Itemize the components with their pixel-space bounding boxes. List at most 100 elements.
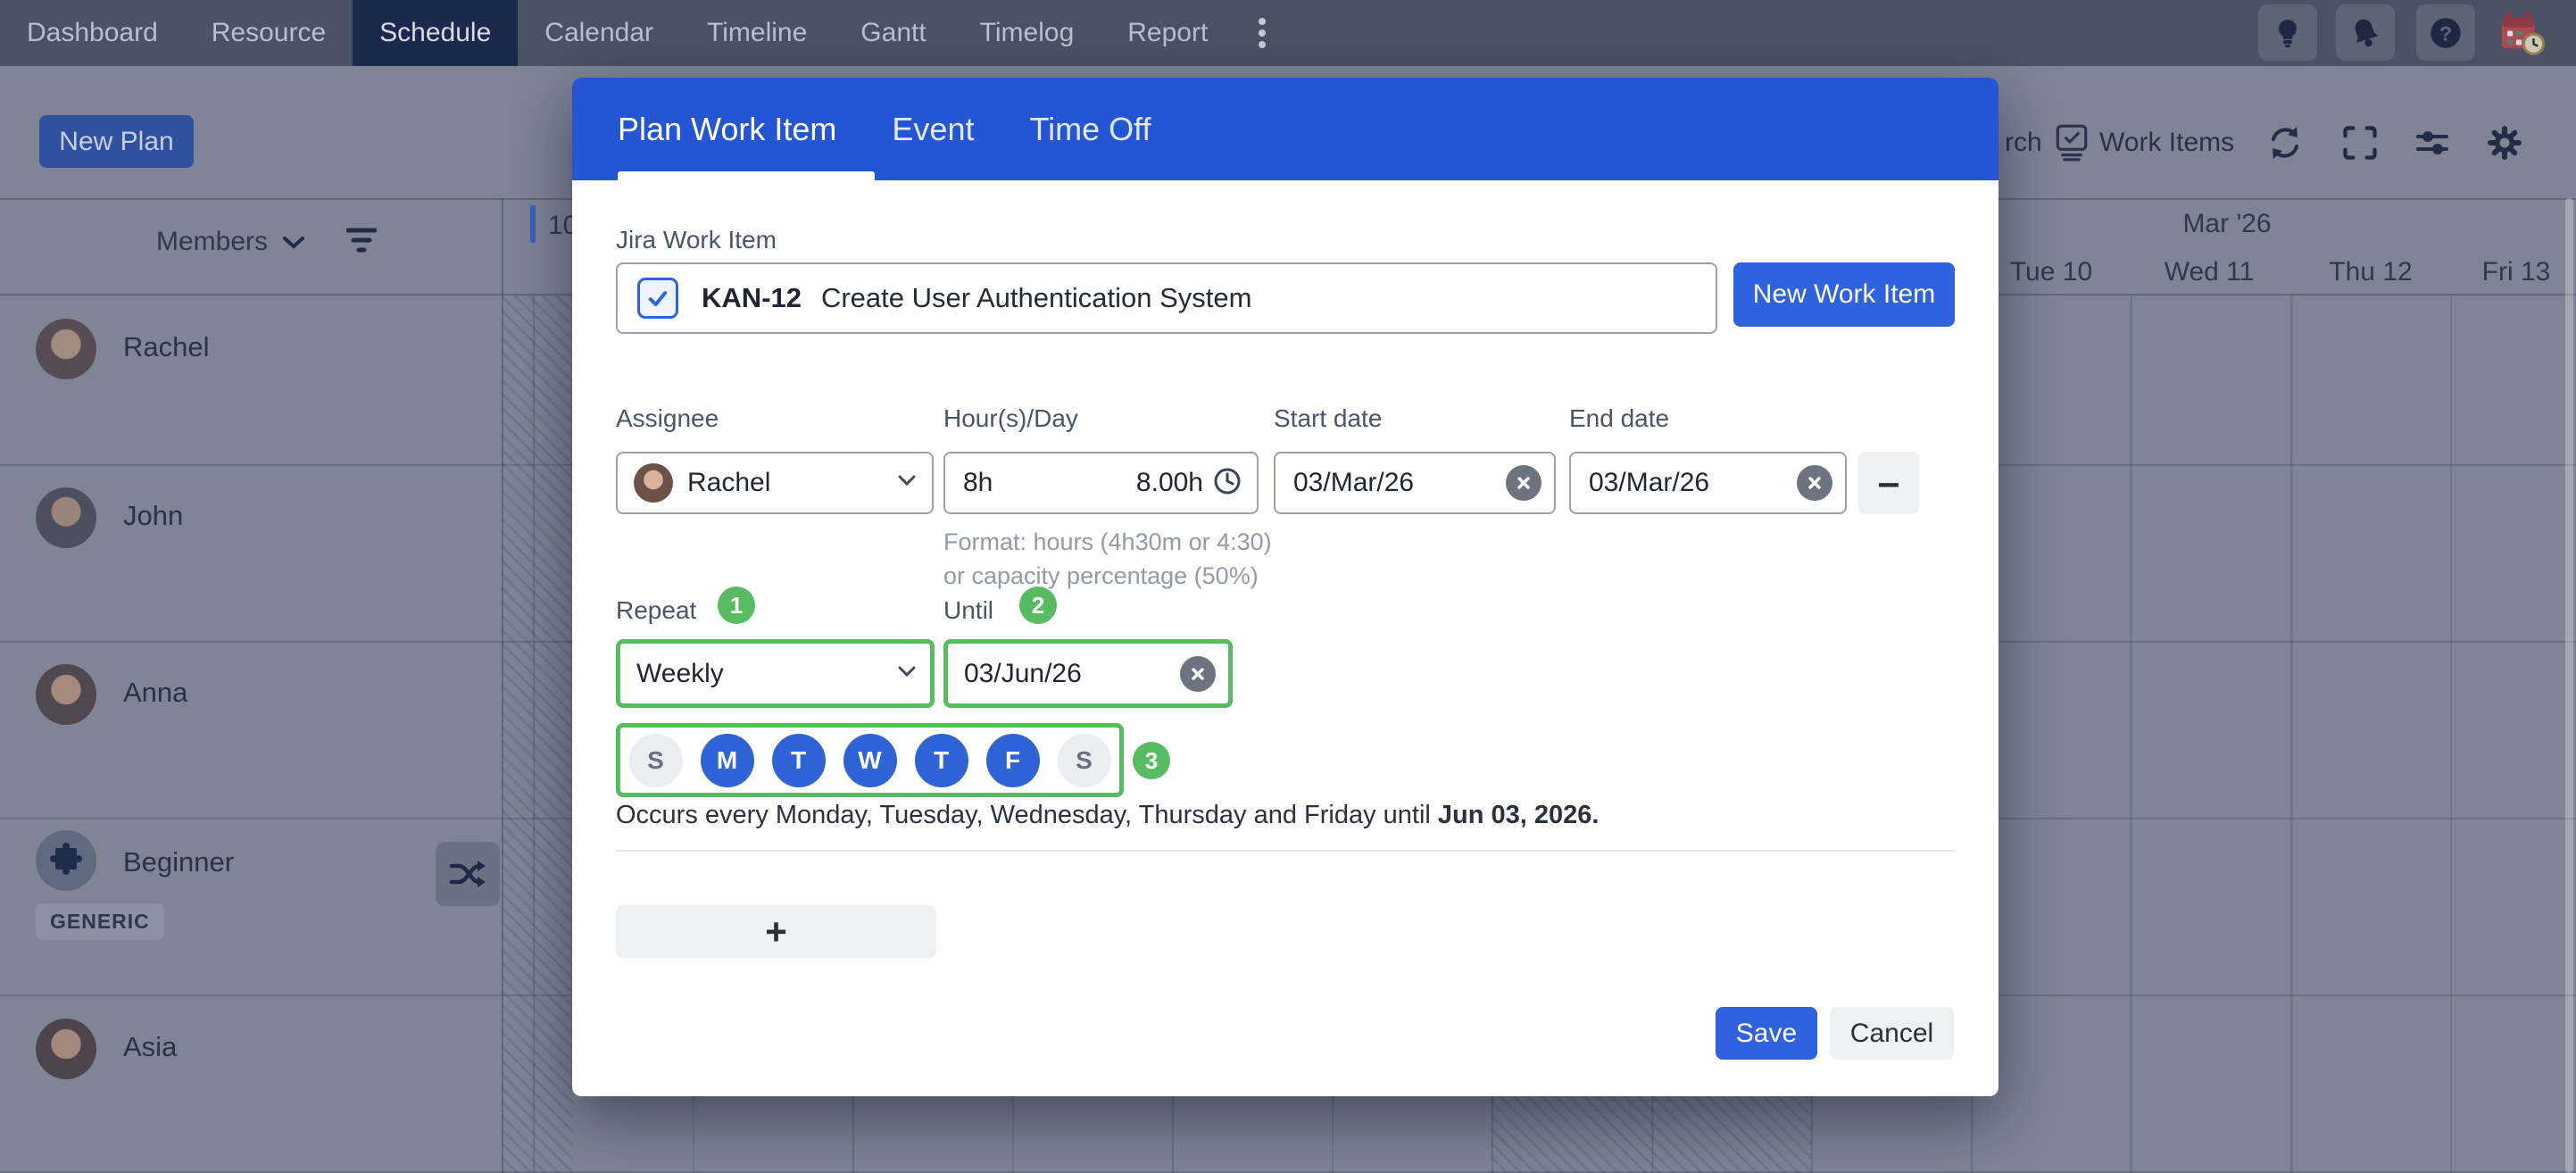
repeat-select[interactable]: Weekly	[616, 639, 935, 708]
tab-event[interactable]: Event	[892, 110, 975, 147]
weekday-wednesday[interactable]: W	[843, 733, 897, 787]
jira-work-item-field[interactable]: KAN-12 Create User Authentication System	[616, 262, 1717, 334]
member-name[interactable]: Rachel	[123, 331, 210, 362]
weekday-tuesday[interactable]: T	[771, 733, 826, 787]
avatar[interactable]	[36, 664, 96, 725]
generic-badge: GENERIC	[36, 903, 164, 940]
repeat-value: Weekly	[636, 658, 724, 688]
lightbulb-icon[interactable]	[2258, 4, 2317, 61]
chevron-down-icon	[898, 475, 916, 491]
member-name[interactable]: Anna	[123, 677, 188, 708]
end-date-value: 03/Mar/26	[1589, 468, 1710, 497]
search-label-partial[interactable]: rch	[2005, 128, 2042, 157]
new-work-item-button[interactable]: New Work Item	[1733, 262, 1955, 327]
nav-tab-dashboard[interactable]: Dashboard	[27, 18, 158, 47]
app-logo-calendar-clock-icon[interactable]	[2492, 4, 2551, 61]
timeline-month-header: Mar '26	[2182, 209, 2272, 238]
repeat-label: Repeat	[616, 596, 697, 624]
hours-normalized-value: 8.00h	[1135, 468, 1203, 497]
weekday-thursday[interactable]: T	[914, 733, 968, 787]
jira-work-item-label: Jira Work Item	[616, 226, 777, 254]
nav-tab-timelog[interactable]: Timelog	[979, 18, 1075, 47]
until-date-field[interactable]: 03/Jun/26	[943, 639, 1233, 708]
active-tab-underline	[618, 171, 875, 180]
end-date-label: End date	[1569, 404, 1670, 432]
dialog-tab-bar: Plan Work Item Event Time Off	[572, 78, 1998, 180]
fullscreen-icon[interactable]	[2340, 123, 2380, 162]
cancel-button[interactable]: Cancel	[1830, 1007, 1954, 1060]
shuffle-icon[interactable]	[436, 842, 500, 906]
clock-icon	[1212, 466, 1242, 501]
nav-tab-schedule[interactable]: Schedule	[353, 0, 519, 66]
step-badge-1: 1	[718, 586, 755, 624]
checkbox-checked-icon[interactable]	[637, 278, 678, 319]
display-options-icon[interactable]	[2413, 123, 2452, 162]
member-name[interactable]: Beginner	[123, 846, 235, 878]
save-button[interactable]: Save	[1716, 1007, 1817, 1060]
add-row-button[interactable]: +	[616, 905, 936, 958]
start-date-label: Start date	[1274, 404, 1383, 432]
assignee-value: Rachel	[687, 468, 771, 497]
timeline-day-header: Wed 11	[2164, 257, 2255, 287]
nav-tab-timeline[interactable]: Timeline	[707, 18, 808, 47]
section-divider	[616, 850, 1955, 852]
until-date-value: 03/Jun/26	[964, 658, 1082, 688]
sync-icon[interactable]	[2265, 123, 2305, 162]
chevron-down-icon[interactable]	[282, 236, 305, 254]
assignee-label: Assignee	[616, 404, 719, 432]
clear-start-date-icon[interactable]	[1506, 465, 1541, 501]
assignee-select[interactable]: Rachel	[616, 452, 934, 514]
today-marker	[530, 205, 536, 243]
avatar[interactable]	[36, 319, 96, 379]
recurrence-summary-text: Occurs every Monday, Tuesday, Wednesday,…	[616, 801, 1438, 829]
recurrence-summary: Occurs every Monday, Tuesday, Wednesday,…	[616, 801, 1599, 830]
hours-format-hint-line2: or capacity percentage (50%)	[943, 562, 1259, 589]
members-header-label[interactable]: Members	[156, 227, 269, 256]
timeline-day-header: Fri 13	[2481, 257, 2551, 287]
until-label: Until	[943, 596, 994, 624]
hours-per-day-field[interactable]: 8h 8.00h	[943, 452, 1259, 514]
top-nav-bar: Dashboard Resource Schedule Calendar Tim…	[0, 0, 2576, 66]
tab-plan-work-item[interactable]: Plan Work Item	[618, 110, 837, 147]
hours-value: 8h	[963, 468, 993, 497]
tab-time-off[interactable]: Time Off	[1029, 110, 1151, 147]
plan-work-item-dialog: Plan Work Item Event Time Off Jira Work …	[572, 78, 1998, 1096]
hours-per-day-label: Hour(s)/Day	[943, 404, 1078, 432]
work-items-icon[interactable]	[2053, 123, 2090, 167]
nav-tab-report[interactable]: Report	[1127, 18, 1209, 47]
nav-tab-resource[interactable]: Resource	[211, 18, 327, 47]
avatar[interactable]	[36, 1019, 96, 1079]
avatar[interactable]	[36, 487, 96, 548]
clear-until-date-icon[interactable]	[1180, 655, 1216, 692]
issue-key: KAN-12	[702, 282, 802, 313]
clear-end-date-icon[interactable]	[1797, 465, 1832, 501]
weekday-friday[interactable]: F	[985, 733, 1040, 787]
timeline-day-header: Thu 12	[2329, 257, 2413, 287]
nav-tab-calendar[interactable]: Calendar	[544, 18, 654, 47]
timeline-day-header: Tue 10	[2009, 257, 2093, 287]
new-plan-button[interactable]: New Plan	[39, 115, 194, 168]
step-badge-3: 3	[1133, 742, 1170, 779]
kebab-menu-icon[interactable]	[1234, 0, 1290, 66]
step-badge-2: 2	[1019, 586, 1057, 624]
settings-gear-icon[interactable]	[2485, 123, 2524, 162]
assignee-avatar	[634, 463, 673, 503]
help-icon[interactable]: ?	[2416, 4, 2475, 61]
filter-icon[interactable]	[345, 225, 378, 262]
generic-resource-avatar[interactable]	[36, 830, 96, 891]
start-date-field[interactable]: 03/Mar/26	[1274, 452, 1556, 514]
weekday-sunday[interactable]: S	[628, 733, 683, 787]
svg-text:?: ?	[2439, 21, 2452, 45]
member-name[interactable]: Asia	[123, 1031, 178, 1062]
nav-tab-gantt[interactable]: Gantt	[860, 18, 927, 47]
remove-row-button[interactable]: –	[1858, 452, 1919, 514]
work-items-label[interactable]: Work Items	[2099, 128, 2235, 157]
notifications-bell-icon[interactable]	[2336, 4, 2395, 61]
weekday-saturday[interactable]: S	[1057, 733, 1111, 787]
member-name[interactable]: John	[123, 500, 184, 531]
end-date-field[interactable]: 03/Mar/26	[1569, 452, 1847, 514]
sidebar-divider[interactable]	[502, 198, 503, 1173]
vertical-scrollbar[interactable]	[2565, 198, 2573, 1173]
weekday-monday[interactable]: M	[700, 733, 754, 787]
weekday-picker: S M T W T F S	[616, 723, 1124, 797]
